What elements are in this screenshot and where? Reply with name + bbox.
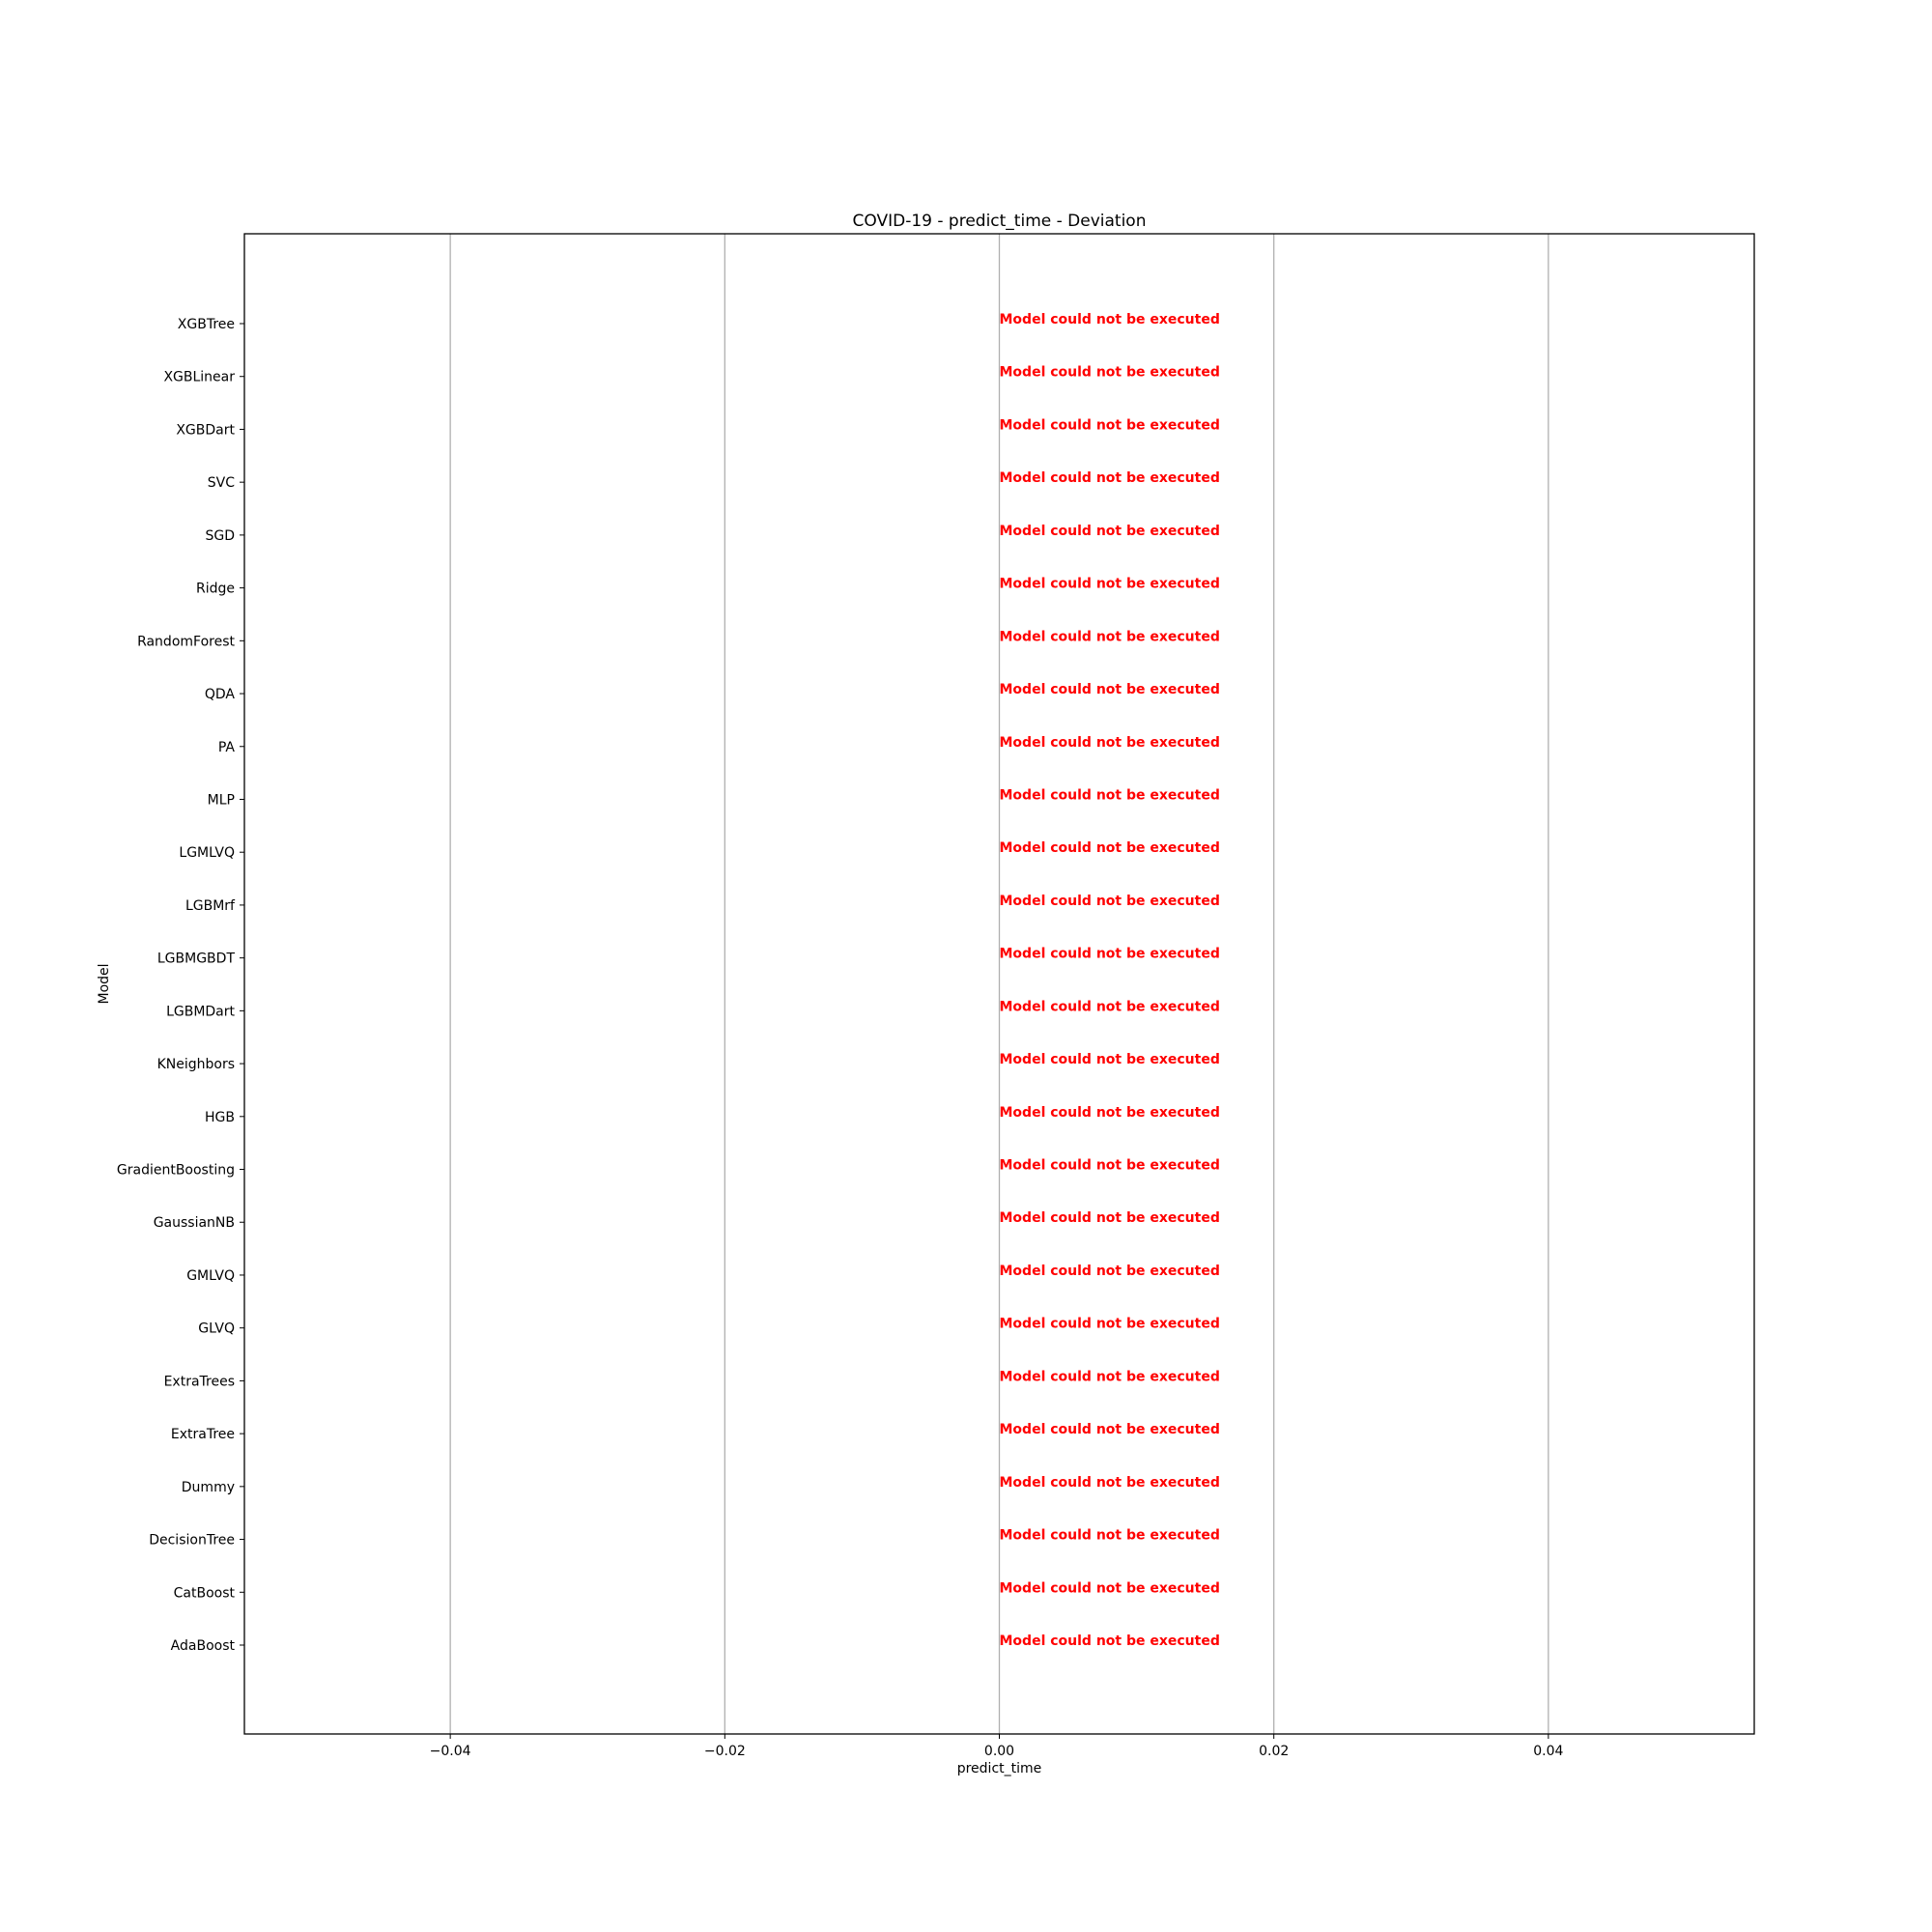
bar-annotation: Model could not be executed bbox=[1000, 1580, 1220, 1596]
bar-annotation: Model could not be executed bbox=[1000, 629, 1220, 644]
x-axis-label: predict_time bbox=[957, 1761, 1042, 1776]
bar-annotation: Model could not be executed bbox=[1000, 947, 1220, 962]
bar-annotation: Model could not be executed bbox=[1000, 1634, 1220, 1649]
y-axis-ticks: XGBTree XGBLinear XGBDart SVC SGD Ridge Random… bbox=[117, 317, 244, 1654]
y-tick-label: SVC bbox=[208, 475, 235, 491]
x-tick-label: 0.02 bbox=[1259, 1744, 1289, 1759]
bar-annotation: Model could not be executed bbox=[1000, 894, 1220, 909]
y-tick-label: CatBoost bbox=[174, 1585, 236, 1601]
bar-annotation: Model could not be executed bbox=[1000, 999, 1220, 1014]
bar-annotation: Model could not be executed bbox=[1000, 840, 1220, 856]
y-tick-label: PA bbox=[218, 740, 236, 755]
bar-annotation: Model could not be executed bbox=[1000, 365, 1220, 381]
bar-annotation: Model could not be executed bbox=[1000, 1528, 1220, 1544]
y-tick-label: RandomForest bbox=[137, 634, 235, 649]
y-tick-label: HGB bbox=[205, 1110, 235, 1125]
y-tick-label: LGBMrf bbox=[185, 898, 236, 914]
bar-annotation: Model could not be executed bbox=[1000, 524, 1220, 539]
y-tick-label: XGBDart bbox=[176, 422, 235, 438]
bar-annotation: Model could not be executed bbox=[1000, 1422, 1220, 1437]
y-tick-label: QDA bbox=[205, 687, 236, 702]
bar-annotation: Model could not be executed bbox=[1000, 1052, 1220, 1067]
y-tick-label: Ridge bbox=[196, 582, 235, 597]
bar-annotation: Model could not be executed bbox=[1000, 787, 1220, 803]
y-tick-label: XGBTree bbox=[178, 317, 235, 332]
chart-title: COVID-19 - predict_time - Deviation bbox=[853, 212, 1147, 231]
y-tick-label: MLP bbox=[208, 792, 235, 808]
bar-annotation: Model could not be executed bbox=[1000, 1210, 1220, 1226]
y-tick-label: LGMLVQ bbox=[179, 845, 235, 861]
y-tick-label: LGBMGBDT bbox=[157, 952, 236, 967]
bar-annotation: Model could not be executed bbox=[1000, 470, 1220, 486]
bar-annotation: Model could not be executed bbox=[1000, 312, 1220, 327]
x-tick-label: −0.04 bbox=[430, 1744, 471, 1759]
bar-annotation: Model could not be executed bbox=[1000, 1105, 1220, 1121]
y-tick-label: SGD bbox=[205, 528, 235, 544]
y-tick-label: DecisionTree bbox=[149, 1533, 235, 1548]
y-tick-label: KNeighbors bbox=[157, 1057, 235, 1072]
bar-annotation: Model could not be executed bbox=[1000, 682, 1220, 697]
y-tick-label: GMLVQ bbox=[186, 1268, 235, 1284]
bar-annotation: Model could not be executed bbox=[1000, 1475, 1220, 1491]
y-tick-label: GradientBoosting bbox=[117, 1163, 235, 1179]
x-tick-label: 0.00 bbox=[984, 1744, 1014, 1759]
gridlines bbox=[449, 234, 1549, 1734]
bar-annotation: Model could not be executed bbox=[1000, 1264, 1220, 1279]
y-tick-label: GaussianNB bbox=[154, 1215, 235, 1231]
y-axis-label: Model bbox=[97, 963, 112, 1004]
bar-annotation: Model could not be executed bbox=[1000, 1369, 1220, 1384]
bar-annotation: Model could not be executed bbox=[1000, 1317, 1220, 1332]
x-tick-label: −0.02 bbox=[704, 1744, 746, 1759]
bar-annotation: Model could not be executed bbox=[1000, 735, 1220, 751]
y-tick-label: AdaBoost bbox=[171, 1638, 236, 1654]
bar-annotation: Model could not be executed bbox=[1000, 577, 1220, 592]
y-tick-label: Dummy bbox=[182, 1480, 235, 1495]
x-tick-label: 0.04 bbox=[1533, 1744, 1563, 1759]
x-axis-ticks: −0.04 −0.02 0.00 0.02 0.04 bbox=[430, 1734, 1564, 1759]
bar-annotation: Model could not be executed bbox=[1000, 1158, 1220, 1174]
y-tick-label: ExtraTrees bbox=[164, 1374, 235, 1389]
bar-annotation: Model could not be executed bbox=[1000, 417, 1220, 433]
y-tick-label: LGBMDart bbox=[166, 1004, 235, 1019]
y-tick-label: ExtraTree bbox=[171, 1427, 235, 1442]
annotations: Model could not be executed Model could n… bbox=[1000, 312, 1220, 1649]
y-tick-label: GLVQ bbox=[198, 1321, 235, 1337]
y-tick-label: XGBLinear bbox=[163, 370, 235, 385]
